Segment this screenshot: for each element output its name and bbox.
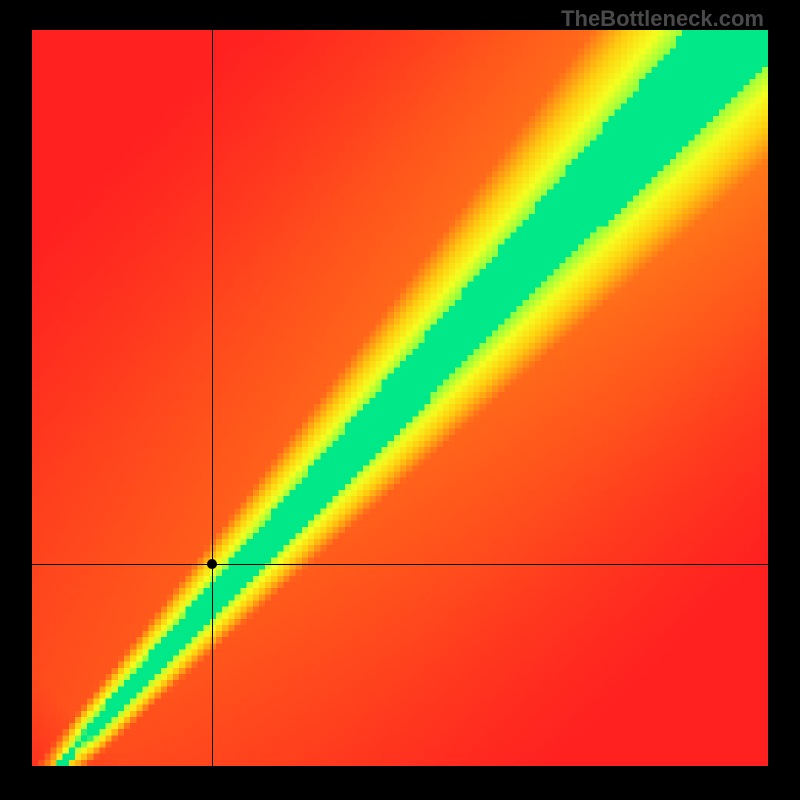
crosshair-marker bbox=[207, 559, 217, 569]
watermark-text: TheBottleneck.com bbox=[561, 6, 764, 32]
crosshair-horizontal bbox=[32, 564, 768, 565]
crosshair-vertical bbox=[212, 30, 213, 766]
plot-area bbox=[32, 30, 768, 766]
heatmap-canvas bbox=[32, 30, 768, 766]
